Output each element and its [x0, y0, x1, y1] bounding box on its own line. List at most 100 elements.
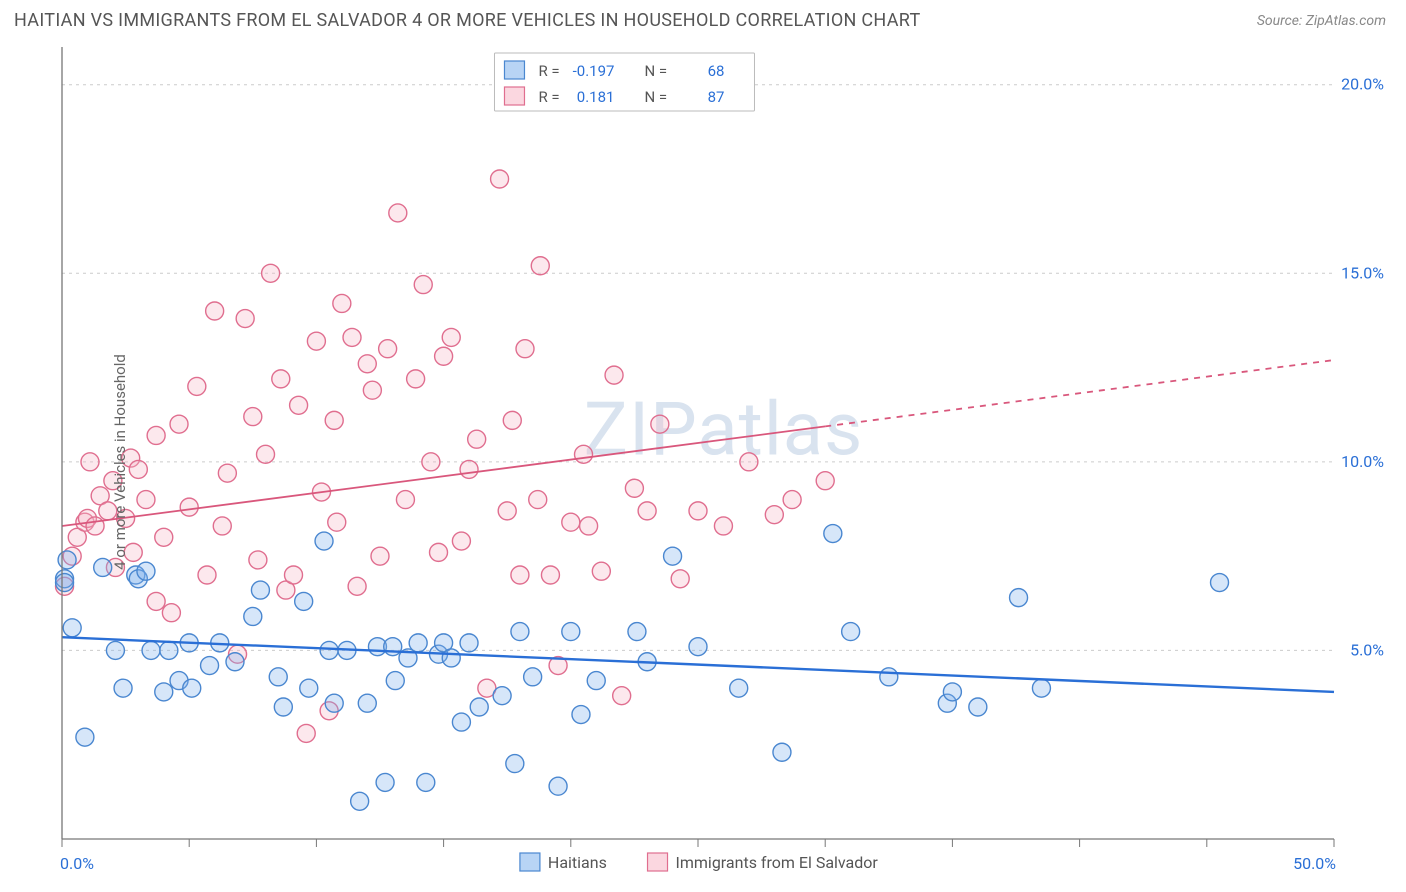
r-value: -0.197	[573, 62, 615, 80]
data-point	[549, 777, 567, 795]
data-point	[460, 634, 478, 652]
data-point	[740, 453, 758, 471]
data-point	[969, 698, 987, 716]
data-point	[671, 570, 689, 588]
data-point	[325, 694, 343, 712]
data-point	[315, 532, 333, 550]
legend-swatch	[648, 853, 668, 871]
data-point	[1032, 679, 1050, 697]
data-point	[155, 528, 173, 546]
data-point	[1010, 589, 1028, 607]
data-point	[417, 773, 435, 791]
data-point	[328, 513, 346, 531]
data-point	[503, 411, 521, 429]
data-point	[348, 577, 366, 595]
r-label: R =	[538, 88, 559, 106]
data-point	[689, 502, 707, 520]
data-point	[236, 310, 254, 328]
data-point	[297, 724, 315, 742]
data-point	[272, 370, 290, 388]
data-point	[201, 657, 219, 675]
data-point	[262, 264, 280, 282]
legend-swatch	[504, 61, 524, 79]
data-point	[58, 551, 76, 569]
series-0	[56, 525, 1229, 811]
data-point	[816, 472, 834, 490]
n-value: 68	[708, 62, 725, 80]
data-point	[1211, 574, 1229, 592]
data-point	[531, 257, 549, 275]
trendline	[62, 426, 825, 526]
legend-label: Haitians	[548, 853, 607, 872]
legend-label: Immigrants from El Salvador	[676, 853, 879, 872]
data-point	[269, 668, 287, 686]
data-point	[580, 517, 598, 535]
data-point	[664, 547, 682, 565]
data-point	[524, 668, 542, 686]
n-label: N =	[644, 62, 667, 80]
n-value: 87	[708, 88, 725, 106]
data-point	[386, 672, 404, 690]
data-point	[470, 698, 488, 716]
data-point	[435, 347, 453, 365]
y-axis-label: 4 or more Vehicles in Household	[111, 354, 129, 570]
data-point	[824, 525, 842, 543]
data-point	[106, 641, 124, 659]
data-point	[625, 479, 643, 497]
data-point	[213, 517, 231, 535]
data-point	[783, 491, 801, 509]
data-point	[351, 792, 369, 810]
data-point	[613, 687, 631, 705]
data-point	[511, 623, 529, 641]
data-point	[575, 445, 593, 463]
data-point	[842, 623, 860, 641]
data-point	[325, 411, 343, 429]
data-point	[452, 532, 470, 550]
data-point	[562, 623, 580, 641]
data-point	[379, 340, 397, 358]
data-point	[142, 641, 160, 659]
data-point	[414, 276, 432, 294]
data-point	[384, 638, 402, 656]
data-point	[249, 551, 267, 569]
data-point	[162, 604, 180, 622]
data-point	[343, 328, 361, 346]
trendline-dashed	[825, 360, 1334, 426]
r-label: R =	[538, 62, 559, 80]
data-point	[714, 517, 732, 535]
series-legend: Haitians Immigrants from El Salvador	[520, 853, 878, 872]
data-point	[295, 592, 313, 610]
data-point	[493, 687, 511, 705]
data-point	[94, 558, 112, 576]
data-point	[320, 641, 338, 659]
data-point	[730, 679, 748, 697]
correlation-legend: R =-0.197N =68R =0.181N =87	[494, 53, 754, 111]
data-point	[628, 623, 646, 641]
data-point	[137, 491, 155, 509]
data-point	[147, 426, 165, 444]
data-point	[86, 517, 104, 535]
data-point	[274, 698, 292, 716]
data-point	[605, 366, 623, 384]
data-point	[244, 408, 262, 426]
r-value: 0.181	[577, 88, 615, 106]
data-point	[251, 581, 269, 599]
data-point	[371, 547, 389, 565]
data-point	[541, 566, 559, 584]
data-point	[137, 562, 155, 580]
source-label: Source: ZipAtlas.com	[1257, 13, 1386, 29]
data-point	[300, 679, 318, 697]
y-tick-label: 20.0%	[1341, 75, 1384, 94]
data-point	[147, 592, 165, 610]
data-point	[160, 641, 178, 659]
data-point	[358, 694, 376, 712]
data-point	[396, 491, 414, 509]
data-point	[206, 302, 224, 320]
data-point	[529, 491, 547, 509]
data-point	[765, 506, 783, 524]
data-point	[183, 679, 201, 697]
data-point	[188, 377, 206, 395]
data-point	[376, 773, 394, 791]
x-tick-label: 50.0%	[1293, 854, 1336, 873]
data-point	[307, 332, 325, 350]
